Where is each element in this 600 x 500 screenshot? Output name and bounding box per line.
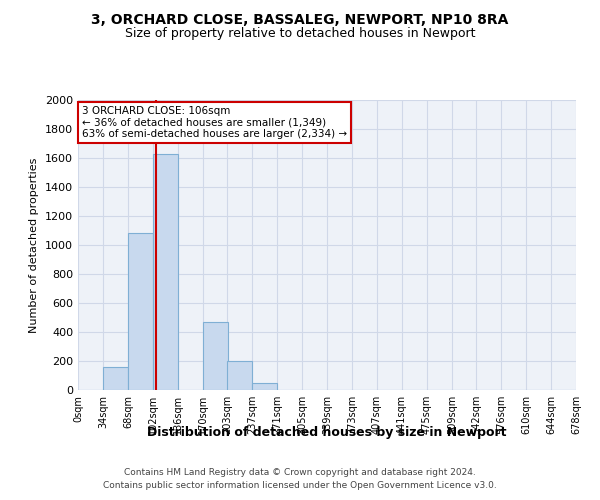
Text: 3 ORCHARD CLOSE: 106sqm
← 36% of detached houses are smaller (1,349)
63% of semi: 3 ORCHARD CLOSE: 106sqm ← 36% of detache… bbox=[82, 106, 347, 139]
Bar bbox=[103, 367, 128, 390]
Y-axis label: Number of detached properties: Number of detached properties bbox=[29, 158, 40, 332]
Text: Size of property relative to detached houses in Newport: Size of property relative to detached ho… bbox=[125, 28, 475, 40]
Bar bbox=[252, 383, 277, 390]
Text: Contains public sector information licensed under the Open Government Licence v3: Contains public sector information licen… bbox=[103, 482, 497, 490]
Text: Distribution of detached houses by size in Newport: Distribution of detached houses by size … bbox=[147, 426, 507, 439]
Bar bbox=[203, 322, 227, 390]
Text: Contains HM Land Registry data © Crown copyright and database right 2024.: Contains HM Land Registry data © Crown c… bbox=[124, 468, 476, 477]
Bar bbox=[227, 361, 252, 390]
Bar bbox=[153, 154, 178, 390]
Text: 3, ORCHARD CLOSE, BASSALEG, NEWPORT, NP10 8RA: 3, ORCHARD CLOSE, BASSALEG, NEWPORT, NP1… bbox=[91, 12, 509, 26]
Bar bbox=[128, 234, 153, 390]
